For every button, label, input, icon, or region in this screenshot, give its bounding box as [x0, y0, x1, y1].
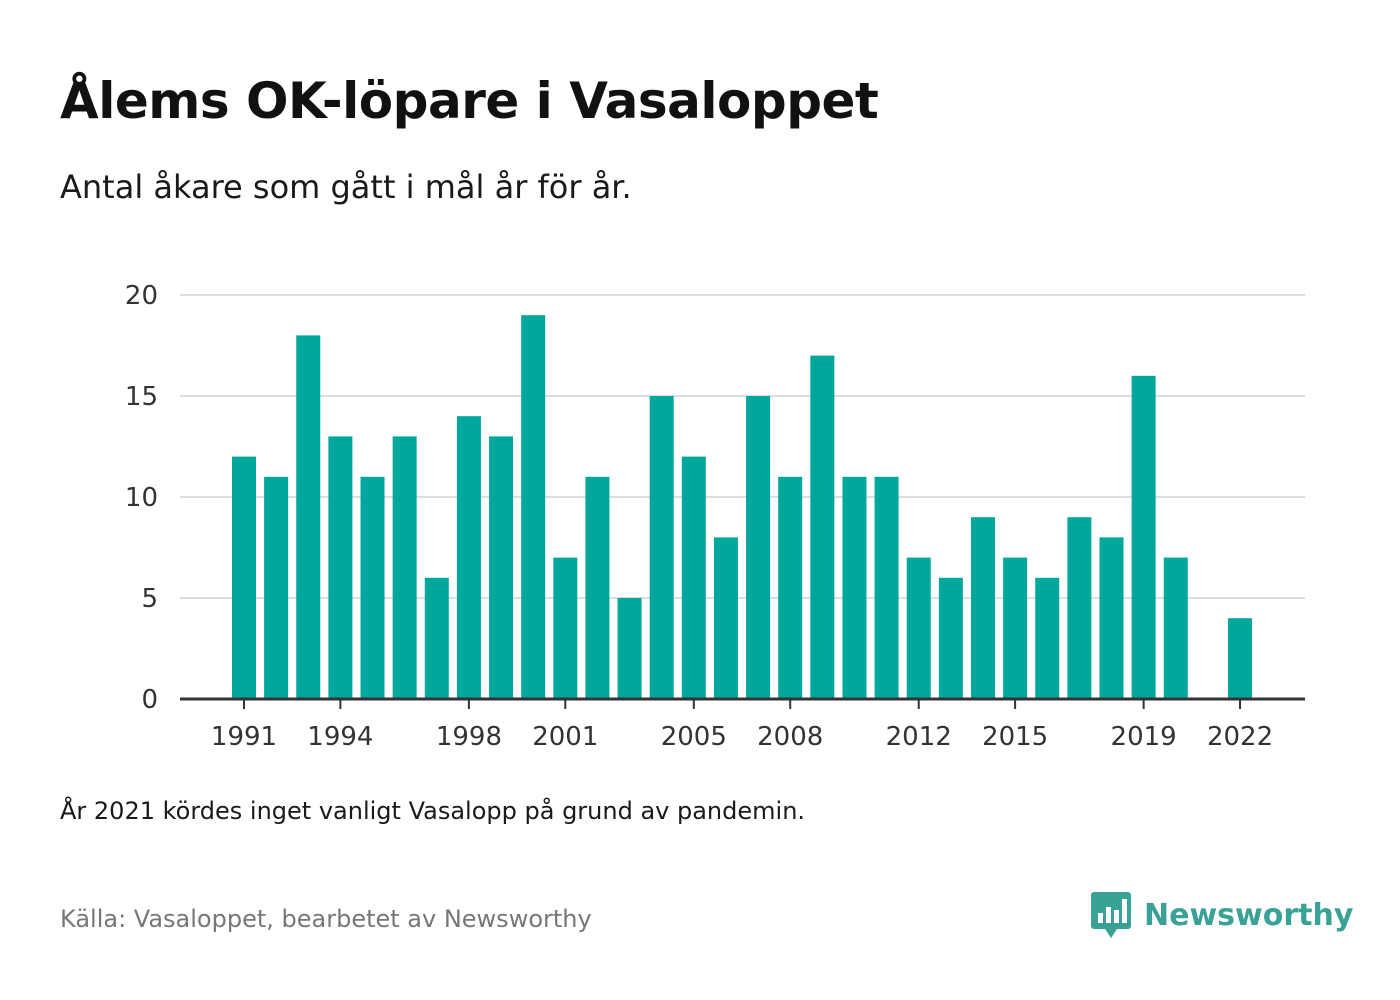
chart-subtitle: Antal åkare som gått i mål år för år. — [60, 168, 632, 206]
bar — [456, 416, 481, 699]
x-tick-label: 2019 — [1111, 722, 1177, 752]
bar — [392, 436, 417, 699]
x-tick-label: 2001 — [532, 722, 598, 752]
bar — [296, 335, 321, 699]
y-tick-label: 5 — [141, 584, 158, 614]
bar — [1067, 517, 1092, 699]
chart-title: Ålems OK-löpare i Vasaloppet — [60, 72, 879, 130]
newsworthy-logo: Newsworthy — [1090, 890, 1353, 940]
bar — [874, 476, 899, 699]
bar — [746, 396, 771, 699]
logo-text: Newsworthy — [1144, 897, 1354, 933]
bar — [842, 476, 867, 699]
bar — [360, 476, 385, 699]
x-tick-label: 2012 — [886, 722, 952, 752]
bar — [617, 598, 642, 699]
x-tick-label: 2022 — [1207, 722, 1273, 752]
bar — [553, 557, 578, 699]
bar — [1131, 375, 1156, 699]
bar — [938, 577, 963, 699]
y-tick-label: 10 — [125, 483, 158, 513]
x-tick-label: 2008 — [757, 722, 823, 752]
bar — [970, 517, 995, 699]
bar — [713, 537, 738, 699]
bar — [681, 456, 706, 699]
chart-note: År 2021 kördes inget vanligt Vasalopp på… — [60, 797, 806, 825]
y-tick-label: 0 — [141, 685, 158, 715]
x-tick-label: 2005 — [661, 722, 727, 752]
y-tick-label: 20 — [125, 281, 158, 311]
bar — [1035, 577, 1060, 699]
newsworthy-logo-icon — [1091, 892, 1131, 938]
bar — [778, 476, 803, 699]
bar — [232, 456, 256, 699]
bar — [424, 577, 449, 699]
bar — [328, 436, 353, 699]
bar — [489, 436, 514, 699]
bar — [1163, 557, 1188, 699]
source-text: Källa: Vasaloppet, bearbetet av Newswort… — [60, 905, 592, 933]
x-tick-label: 1991 — [211, 722, 277, 752]
bar — [521, 315, 546, 699]
bar — [906, 557, 931, 699]
bar — [1099, 537, 1124, 699]
x-tick-label: 1998 — [436, 722, 502, 752]
x-tick-label: 2015 — [982, 722, 1048, 752]
x-tick-label: 1994 — [307, 722, 373, 752]
bar — [585, 476, 610, 699]
bar — [264, 476, 289, 699]
bar — [810, 355, 835, 699]
bar — [649, 396, 674, 699]
bar — [1003, 557, 1028, 699]
y-tick-label: 15 — [125, 382, 158, 412]
bar — [1228, 618, 1253, 699]
